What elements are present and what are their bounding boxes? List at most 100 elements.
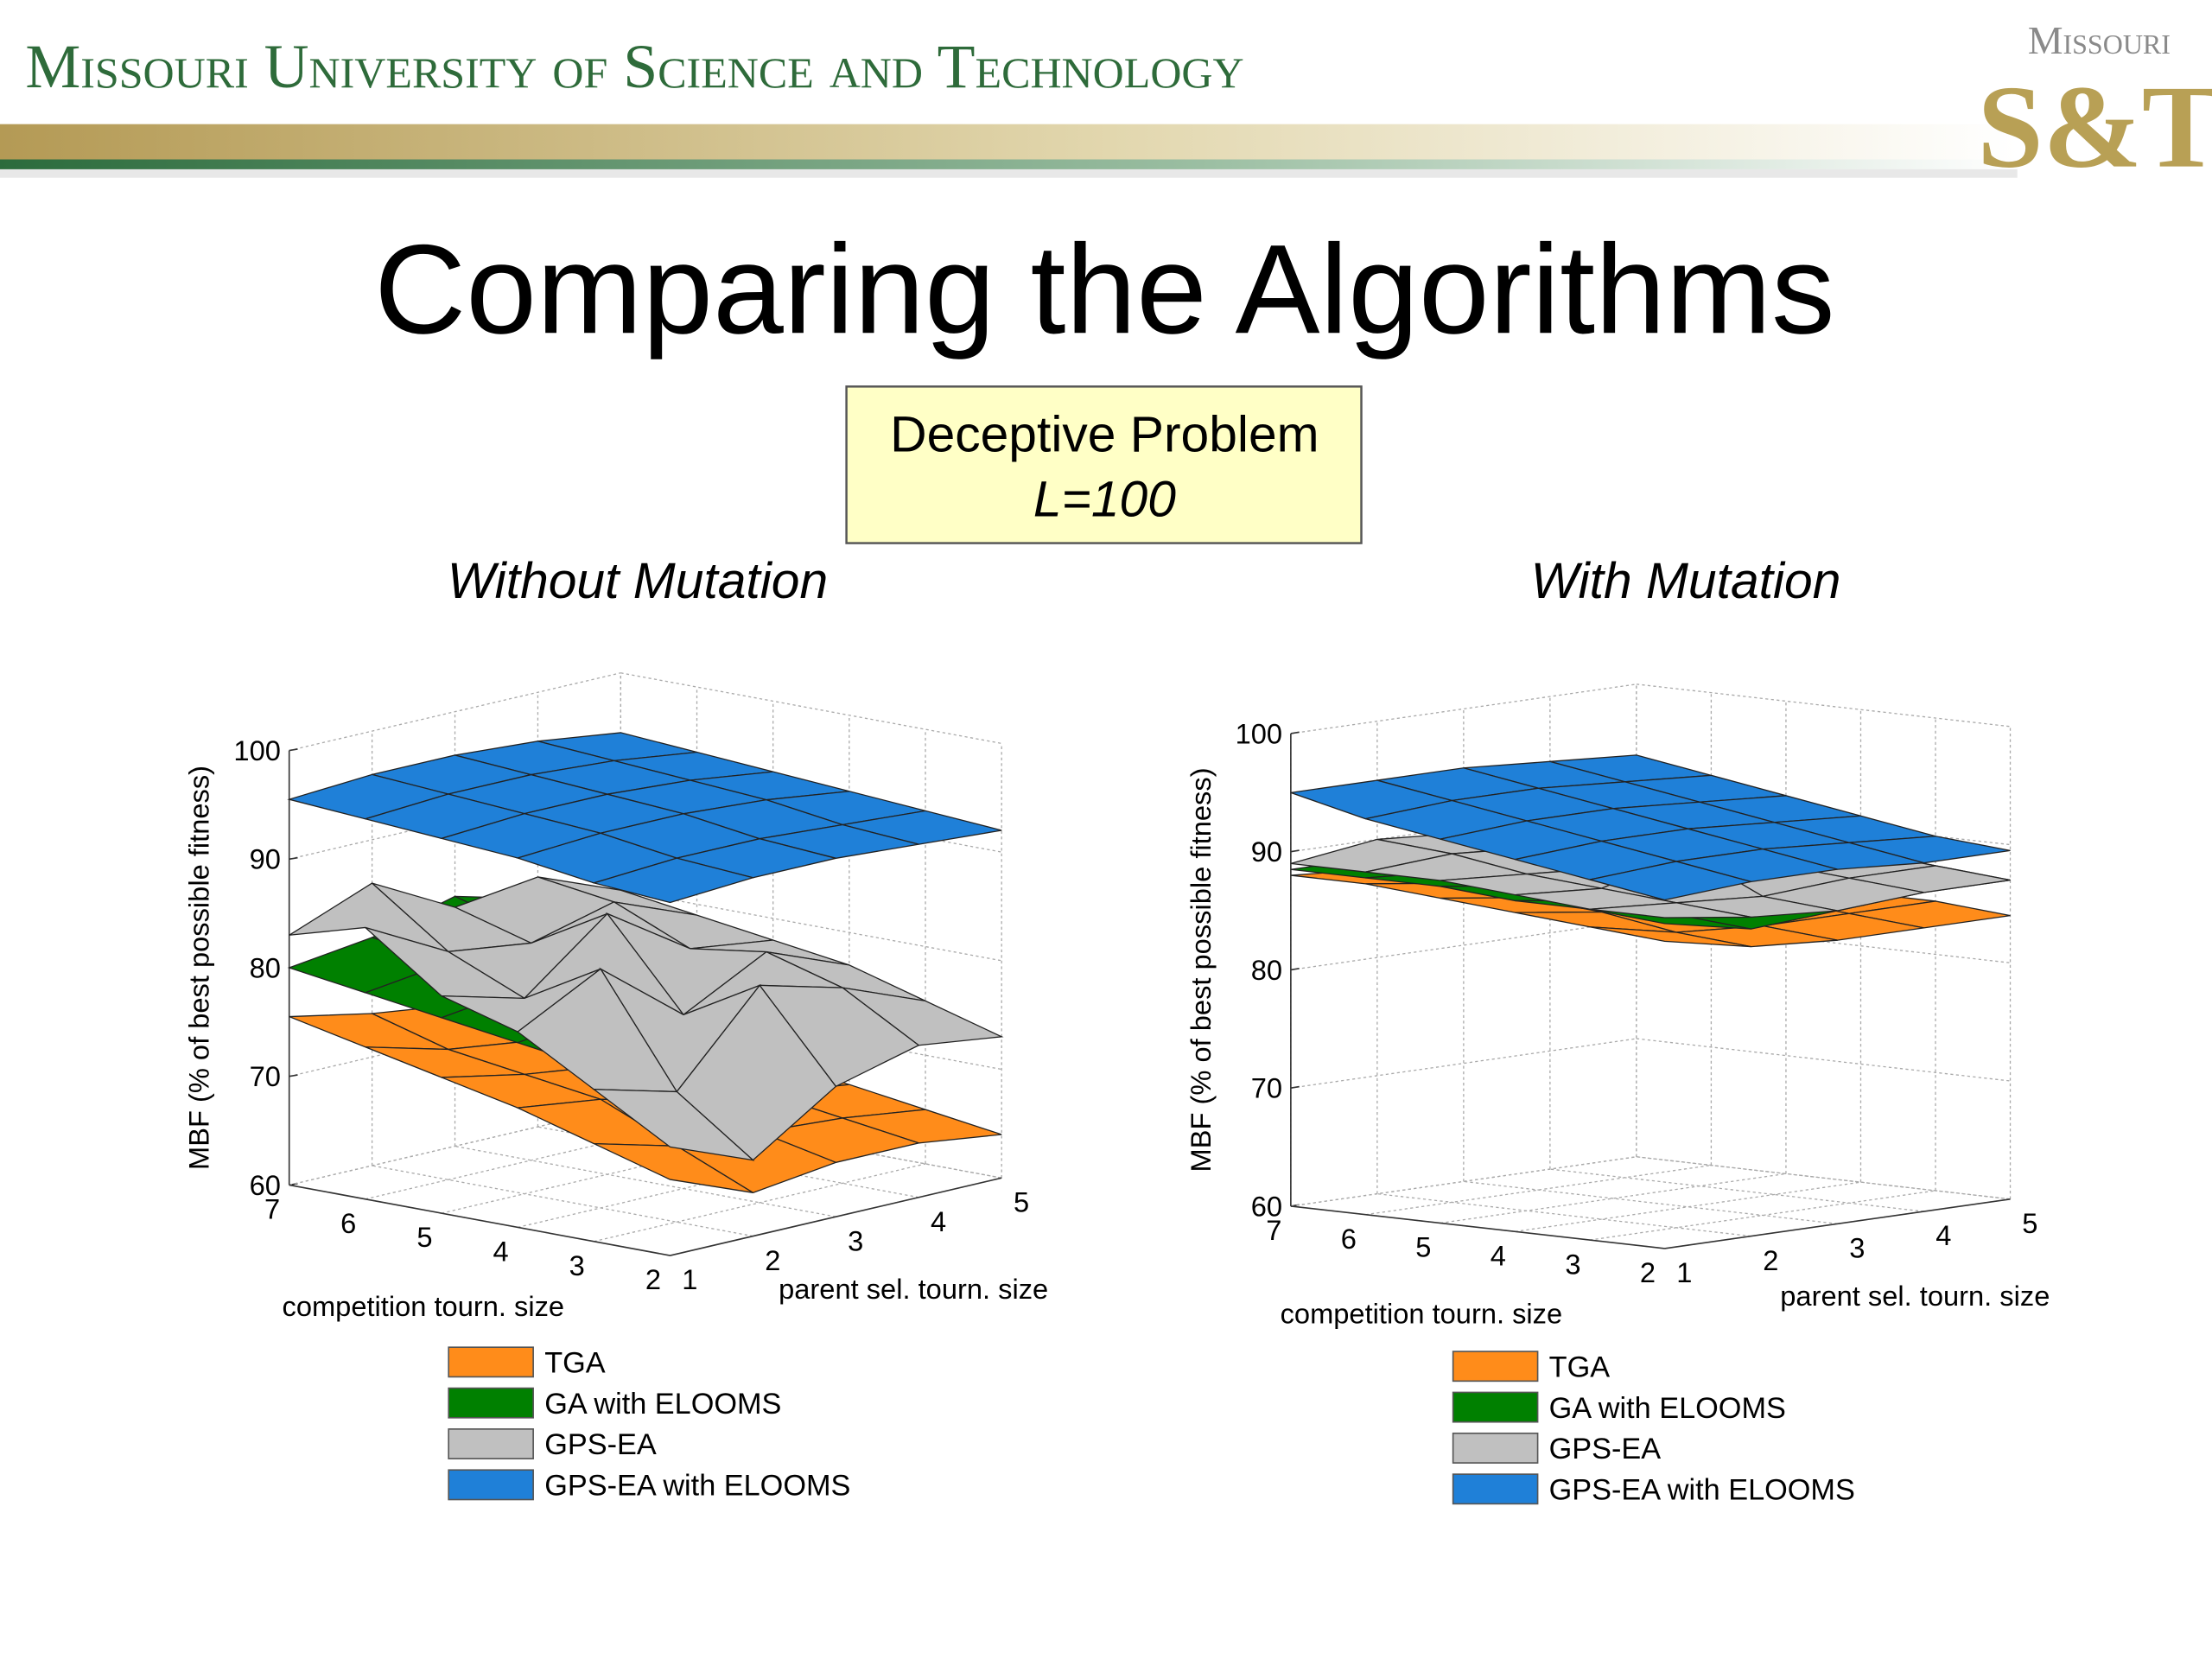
grid-line [1290, 1038, 1637, 1089]
header-title: Missouri University of Science and Techn… [25, 32, 1243, 101]
y-tick-label: 4 [493, 1236, 509, 1268]
grid-line [454, 1145, 836, 1217]
axis-line [289, 1184, 671, 1256]
grid-line [1440, 1173, 1787, 1224]
logo-top: Missouri [2028, 18, 2171, 62]
legend-swatch [448, 1469, 534, 1501]
y-tick-label: 7 [1266, 1214, 1281, 1246]
grid-line [594, 1163, 926, 1243]
grid-line [1636, 1156, 2011, 1200]
grid-line [620, 672, 1002, 745]
z-tick-label: 90 [250, 843, 281, 875]
legend-swatch [448, 1428, 534, 1459]
grid-line [1290, 1156, 1637, 1207]
legend-swatch [1452, 1432, 1539, 1464]
header-band [0, 124, 2018, 160]
grid-line [620, 889, 1002, 962]
grid-line [1636, 1038, 2011, 1082]
grid-line [1290, 801, 1637, 853]
x-axis-label: parent sel. tourn. size [779, 1273, 1048, 1305]
surface-cell [1589, 861, 1751, 901]
legend-label: GA with ELOOMS [1549, 1392, 1786, 1425]
y-tick-label: 4 [1491, 1239, 1506, 1271]
legend-label: GPS-EA [1549, 1433, 1662, 1465]
axis-line [1664, 1198, 2011, 1249]
x-tick-label: 3 [848, 1224, 863, 1256]
y-tick-label: 5 [416, 1221, 432, 1253]
slide-title: Comparing the Algorithms [374, 219, 1834, 360]
legend-swatch [1452, 1351, 1539, 1382]
z-tick [289, 748, 298, 752]
z-tick-label: 80 [250, 951, 281, 983]
y-tick-label: 2 [645, 1263, 661, 1295]
charts: Without Mutation6070809010012345234567pa… [183, 553, 2050, 1506]
grid-line [1290, 919, 1637, 971]
axis-line [670, 1177, 1002, 1256]
note-line: Deceptive Problem [890, 406, 1319, 462]
chart: Without Mutation6070809010012345234567pa… [183, 553, 1049, 1502]
grid-line [289, 672, 621, 752]
grid-line [1376, 1192, 1751, 1237]
header-shadow [0, 168, 2018, 178]
z-tick-label: 60 [250, 1169, 281, 1201]
surface-cell [1589, 926, 1751, 948]
note-line: L=100 [1033, 472, 1176, 528]
legend-label: GA with ELOOMS [544, 1388, 781, 1421]
y-tick-label: 6 [1341, 1223, 1357, 1255]
legend-swatch [1452, 1473, 1539, 1505]
grid-line [1515, 1181, 1861, 1232]
y-tick-label: 3 [569, 1249, 585, 1281]
logo-main: S&T [1977, 61, 2212, 193]
header-line [0, 159, 2018, 169]
surface-cell [592, 1089, 755, 1161]
z-tick [289, 1074, 298, 1077]
x-tick-label: 2 [765, 1244, 780, 1276]
legend-label: GPS-EA with ELOOMS [544, 1470, 850, 1503]
chart-title: Without Mutation [448, 553, 828, 609]
z-tick-label: 80 [1251, 954, 1282, 986]
surface-cell [1589, 902, 1751, 918]
grid-line [1636, 683, 2011, 728]
x-tick-label: 3 [1849, 1232, 1865, 1264]
legend-label: GPS-EA [544, 1428, 657, 1461]
surface-cell [591, 857, 755, 904]
z-axis-label: MBF (% of best possible fitness) [183, 766, 215, 1170]
z-tick-label: 70 [250, 1060, 281, 1092]
z-tick [1290, 849, 1300, 853]
y-axis-label: competition tourn. size [283, 1290, 565, 1322]
z-tick-label: 70 [1251, 1072, 1282, 1104]
x-axis-label: parent sel. tourn. size [1780, 1280, 2050, 1312]
y-tick-label: 2 [1640, 1256, 1656, 1288]
x-tick-label: 1 [682, 1263, 697, 1295]
x-tick-label: 5 [1014, 1185, 1029, 1217]
z-tick [1290, 968, 1300, 971]
z-tick-label: 100 [233, 734, 280, 766]
x-tick-label: 4 [1936, 1219, 1951, 1251]
grid-line [1365, 1164, 1712, 1216]
legend-label: GPS-EA with ELOOMS [1549, 1474, 1855, 1507]
x-tick-label: 2 [1763, 1244, 1778, 1276]
y-axis-label: competition tourn. size [1281, 1297, 1563, 1329]
z-tick-label: 60 [1251, 1190, 1282, 1222]
grid-line [1290, 683, 1637, 734]
z-axis-label: MBF (% of best possible fitness) [1185, 767, 1217, 1172]
x-tick-label: 5 [2022, 1207, 2037, 1239]
z-tick [1290, 1085, 1300, 1089]
y-tick-label: 3 [1565, 1248, 1580, 1280]
z-tick [289, 856, 298, 861]
z-tick [1290, 731, 1300, 734]
y-tick-label: 7 [264, 1193, 280, 1225]
note-box [845, 385, 1363, 544]
grid-line [1549, 1168, 1924, 1212]
grid-line [1463, 1180, 1838, 1224]
legend-label: TGA [544, 1347, 606, 1380]
x-tick-label: 1 [1676, 1256, 1692, 1288]
z-tick-label: 100 [1236, 717, 1282, 749]
axis-line [1290, 1205, 1665, 1249]
z-tick-label: 90 [1251, 836, 1282, 868]
grid-line [372, 1165, 753, 1237]
legend-swatch [448, 1387, 534, 1419]
legend-swatch [1452, 1391, 1539, 1423]
